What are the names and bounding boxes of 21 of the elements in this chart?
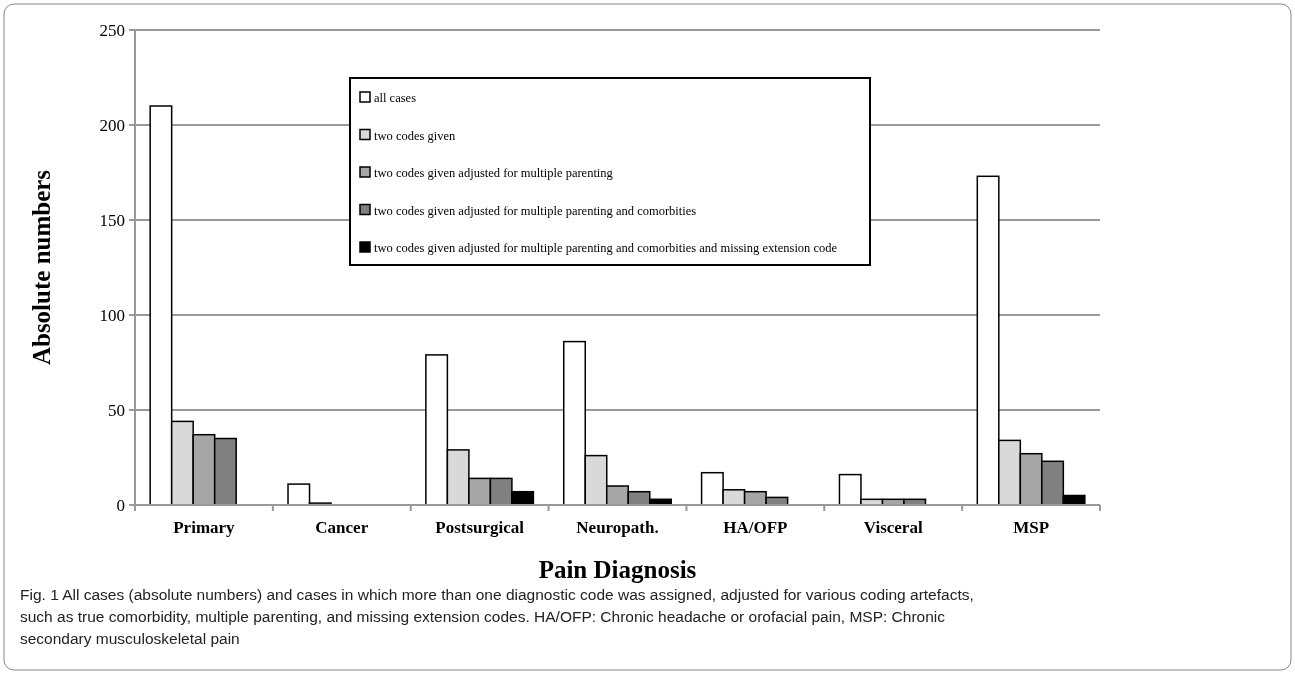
- y-tick-label: 150: [99, 210, 125, 230]
- x-axis-title: Pain Diagnosis: [538, 556, 697, 583]
- x-tick-label: Postsurgical: [435, 518, 525, 537]
- legend-label: two codes given: [374, 128, 456, 143]
- y-tick-label: 100: [99, 305, 125, 325]
- legend-label: two codes given adjusted for multiple parenting and comorbities: [374, 203, 697, 218]
- y-axis-title: Absolute numbers: [28, 169, 55, 366]
- y-tick-label: 200: [99, 115, 125, 135]
- legend-label: two codes given adjusted for multiple parenting: [374, 166, 614, 180]
- y-tick-label: 250: [99, 20, 125, 40]
- x-tick-label: Primary: [173, 518, 236, 537]
- caption: Fig. 1 All cases (absolute numbers) and cases in which more than one diagnostic code was assigned, adjusted for various coding artefacts, such as true comorbidity, multiple parenting, and missing extension codes. HA/OFP: Chronic headache or orofacial pain, MSP: Chronic secondary musculoskeletal pain: [20, 586, 974, 647]
- y-tick-label: 50: [108, 400, 125, 420]
- legend-label: all cases: [374, 91, 417, 105]
- x-tick-label: Visceral: [863, 518, 923, 537]
- x-tick-label: MSP: [1013, 518, 1050, 537]
- y-tick-label: 0: [116, 495, 125, 515]
- x-tick-label: Cancer: [315, 518, 369, 537]
- x-tick-label: HA/OFP: [723, 518, 788, 537]
- legend-label: two codes given adjusted for multiple parenting and comorbities and missing extension code: [374, 241, 838, 255]
- x-tick-label: Neuropath.: [576, 518, 659, 537]
